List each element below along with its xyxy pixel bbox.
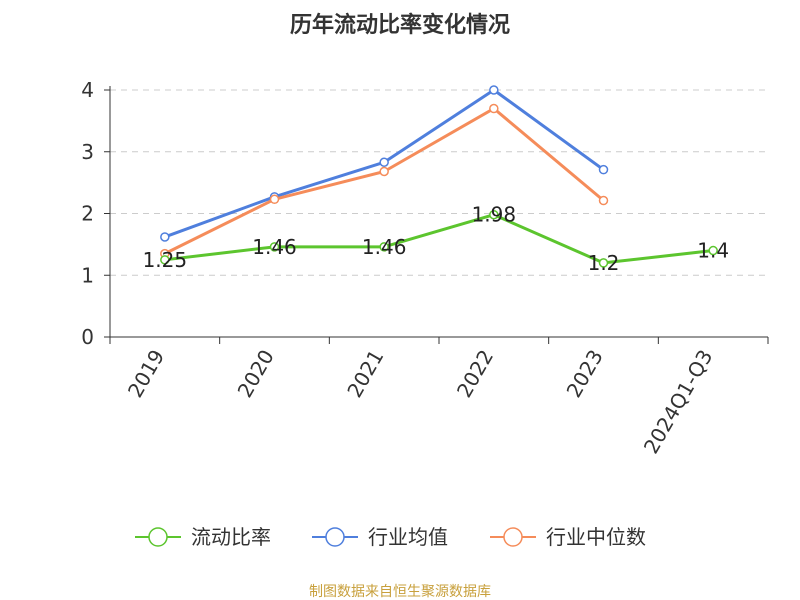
series-point-2 <box>379 166 389 177</box>
chart-title: 历年流动比率变化情况 <box>290 12 510 38</box>
series-point-2 <box>269 194 280 205</box>
series-point-0 <box>379 242 389 252</box>
legend-marker-1 <box>325 527 345 547</box>
y-tick-label: 1 <box>81 263 94 287</box>
series-line-0 <box>164 213 714 265</box>
y-tick-label: 3 <box>81 140 94 164</box>
y-tick-label: 0 <box>81 325 94 349</box>
legend-label-1: 行业均值 <box>368 525 448 549</box>
data-label: 1.25 <box>143 248 188 272</box>
series-lines <box>160 85 718 268</box>
data-label: 1.46 <box>252 235 297 259</box>
x-tick-label: 2019 <box>123 346 169 402</box>
series-point-0 <box>269 242 280 252</box>
x-tick-label: 2021 <box>342 346 388 402</box>
legend-marker-2 <box>503 527 523 547</box>
series-point-0 <box>489 209 499 220</box>
legend-marker-0 <box>148 527 168 547</box>
data-labels: 1.25 1.46 1.46 1.98 1.2 1.4 <box>143 203 730 275</box>
series-point-0 <box>160 255 170 265</box>
legend: 流动比率 行业均值 行业中位数 <box>135 525 646 549</box>
series-line-2 <box>164 107 605 255</box>
x-tick-label: 2024Q1-Q3 <box>639 346 718 458</box>
series-point-0 <box>598 258 609 268</box>
series-point-1 <box>598 164 609 175</box>
series-point-0 <box>708 245 718 256</box>
series-point-1 <box>489 85 499 95</box>
y-tick-label: 2 <box>81 202 94 226</box>
series-point-1 <box>160 232 170 242</box>
y-tick-label: 4 <box>81 78 94 102</box>
x-tick-label: 2022 <box>452 346 498 402</box>
series-point-1 <box>379 157 389 167</box>
x-tick-label: 2020 <box>233 346 279 402</box>
source-note: 制图数据来自恒生聚源数据库 <box>309 584 491 600</box>
series-point-2 <box>598 195 609 206</box>
grid-lines <box>110 89 768 276</box>
series-point-2 <box>489 103 499 114</box>
x-tick-label: 2023 <box>562 346 608 402</box>
data-label: 1.4 <box>697 239 729 263</box>
legend-label-0: 流动比率 <box>191 525 271 549</box>
data-label: 1.2 <box>588 251 620 275</box>
data-label: 1.46 <box>362 235 407 259</box>
legend-label-2: 行业中位数 <box>546 525 646 549</box>
data-label: 1.98 <box>472 203 517 227</box>
